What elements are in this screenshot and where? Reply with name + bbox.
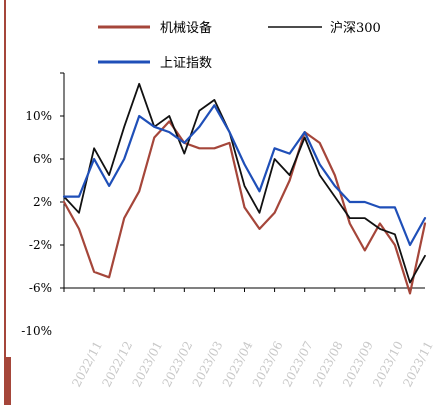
y-tick-label: 6% xyxy=(33,152,52,166)
y-tick-label: -10% xyxy=(21,324,52,338)
csi300-series-line xyxy=(63,82,426,284)
y-tick-label: 2% xyxy=(33,195,52,209)
machinery-series-line xyxy=(62,120,427,295)
y-tick-label: -2% xyxy=(29,238,52,252)
legend-label-sse: 上证指数 xyxy=(160,56,212,71)
left-accent-rule xyxy=(4,0,6,405)
left-accent-block xyxy=(4,357,11,405)
y-tick-label: -6% xyxy=(29,281,52,295)
y-tick-label: 10% xyxy=(25,109,52,123)
legend-label-csi300: 沪深300 xyxy=(330,20,381,36)
x-tick-label: 2023/11 xyxy=(400,339,436,390)
legend-label-machinery: 机械设备 xyxy=(160,20,212,36)
sse-index-series-line xyxy=(62,104,427,247)
